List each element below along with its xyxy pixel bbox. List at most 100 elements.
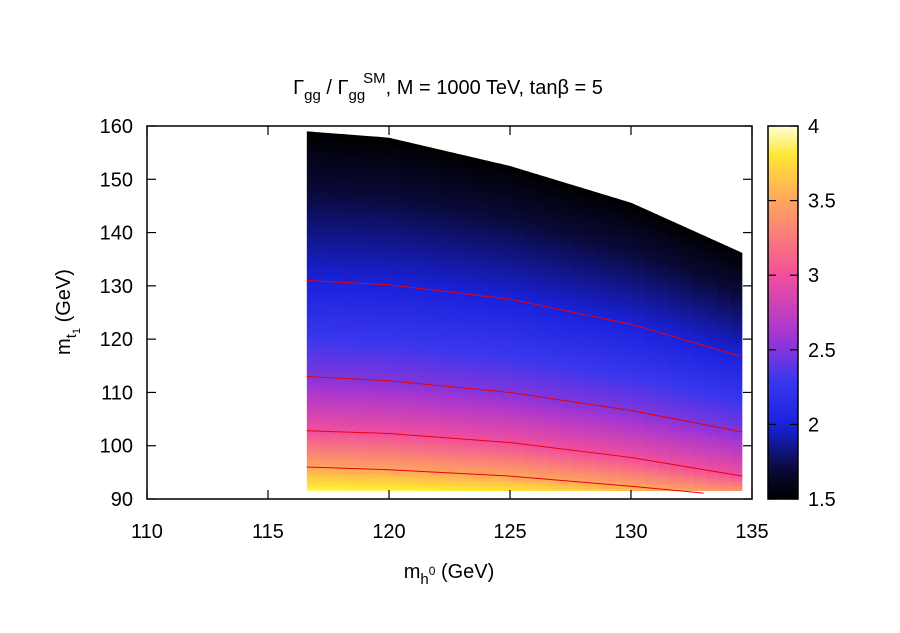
heat-cell — [500, 283, 514, 287]
heat-cell — [391, 139, 405, 143]
heat-cell — [403, 184, 417, 188]
heat-cell — [464, 219, 477, 223]
heat-cell — [330, 168, 344, 172]
heat-cell — [706, 256, 719, 260]
heat-cell — [355, 413, 368, 418]
heat-cell — [669, 411, 683, 415]
heat-cell — [355, 427, 368, 431]
heat-cell — [439, 192, 453, 196]
heat-cell — [597, 253, 610, 258]
heat-cell — [427, 363, 441, 367]
heat-cell — [609, 219, 622, 223]
heat-cell — [560, 480, 574, 484]
heat-cell — [572, 325, 586, 330]
heat-cell — [621, 205, 635, 210]
heat-cell — [500, 304, 514, 308]
heat-cell — [536, 397, 550, 402]
heat-cell — [391, 416, 405, 420]
heat-cell — [330, 488, 344, 492]
heat-cell — [597, 288, 610, 292]
heat-cell — [330, 339, 344, 343]
heat-cell — [427, 296, 441, 300]
heat-cell — [633, 494, 646, 497]
heat-cell — [403, 219, 417, 223]
heat-cell — [306, 237, 320, 242]
heat-cell — [657, 424, 671, 428]
heat-cell — [379, 221, 393, 226]
heat-cell — [536, 352, 550, 356]
heat-cell — [633, 160, 647, 164]
heat-cell — [427, 293, 441, 298]
heat-cell — [391, 147, 405, 151]
heat-cell — [355, 464, 368, 468]
heat-cell — [597, 400, 610, 404]
heat-cell — [524, 293, 538, 298]
heat-cell — [476, 155, 489, 159]
heat-cell — [645, 323, 659, 327]
heat-cell — [669, 389, 683, 394]
heat-cell — [718, 328, 731, 332]
heat-cell — [633, 213, 647, 218]
heat-cell — [693, 221, 707, 226]
heat-cell — [330, 397, 344, 402]
heat-cell — [391, 429, 405, 433]
heat-cell — [464, 237, 477, 242]
heat-cell — [500, 155, 514, 159]
heat-cell — [306, 381, 320, 386]
heat-cell — [439, 443, 453, 447]
heat-cell — [621, 229, 635, 234]
heat-cell — [427, 443, 441, 447]
heat-cell — [403, 429, 417, 433]
heat-cell — [355, 224, 368, 228]
heat-cell — [367, 494, 380, 497]
heat-cell — [439, 421, 453, 425]
heat-cell — [633, 456, 647, 460]
heat-cell — [524, 368, 538, 372]
heat-cell — [621, 483, 635, 487]
heat-cell — [585, 299, 598, 303]
heat-cell — [330, 256, 344, 260]
heat-cell — [706, 384, 719, 388]
heat-cell — [718, 344, 731, 348]
heat-cell — [367, 168, 380, 172]
heat-cell — [439, 432, 453, 436]
heat-cell — [693, 136, 707, 140]
heat-cell — [415, 141, 429, 146]
heat-cell — [512, 427, 526, 431]
heat-cell — [645, 435, 659, 439]
heat-cell — [718, 475, 731, 479]
heat-cell — [645, 419, 659, 423]
heat-cell — [415, 485, 429, 489]
heat-cell — [379, 155, 393, 159]
heat-cell — [427, 229, 441, 234]
heat-cell — [355, 400, 368, 404]
heat-cell — [464, 381, 477, 386]
heat-cell — [343, 304, 356, 308]
heat-cell — [403, 149, 417, 154]
heat-cell — [367, 333, 380, 338]
heat-cell — [548, 141, 562, 146]
heat-cell — [355, 387, 368, 391]
heat-cell — [585, 453, 598, 457]
heat-cell — [330, 157, 344, 162]
heat-cell — [343, 469, 356, 473]
heat-cell — [572, 157, 586, 162]
heat-cell — [572, 360, 586, 364]
heat-cell — [343, 317, 356, 322]
heat-cell — [548, 277, 562, 282]
heat-cell — [621, 488, 635, 492]
heat-cell — [560, 144, 574, 148]
heat-cell — [367, 261, 380, 266]
heat-cell — [415, 168, 429, 172]
heat-cell — [669, 283, 683, 287]
heat-cell — [318, 469, 332, 473]
heat-cell — [693, 277, 707, 282]
heat-cell — [585, 213, 598, 218]
heat-cell — [669, 264, 683, 268]
heat-cell — [609, 363, 622, 367]
heat-cell — [536, 440, 550, 444]
heat-cell — [633, 293, 647, 298]
heat-cell — [633, 168, 647, 172]
heat-cell — [633, 224, 647, 228]
heat-cell — [609, 261, 622, 266]
